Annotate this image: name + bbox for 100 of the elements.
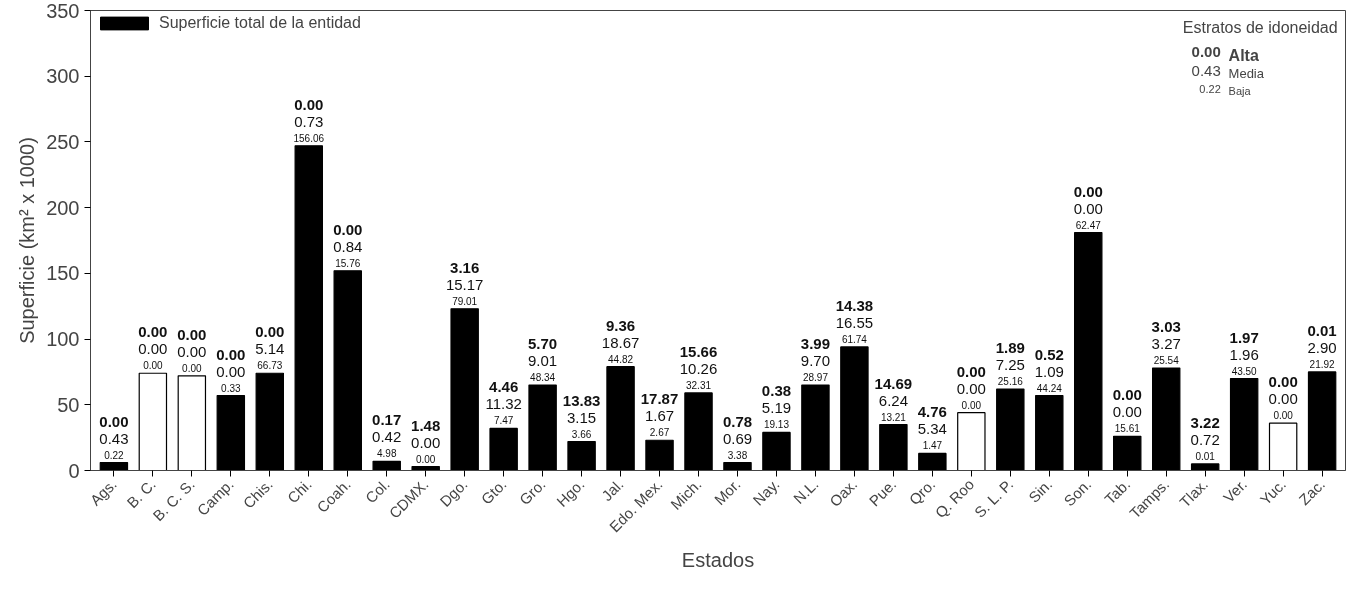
annotation: 0.84 <box>333 237 363 255</box>
annotation: 10.26 <box>679 359 718 377</box>
annotation: 15.76 <box>335 257 361 269</box>
y-tick-label: 250 <box>46 130 80 153</box>
annotation: 156.06 <box>293 132 325 144</box>
annotation: 0.00 <box>1273 410 1294 422</box>
annotation: 0.00 <box>255 323 285 341</box>
annotation: 2.90 <box>1307 338 1337 356</box>
annotation: 0.00 <box>956 379 986 397</box>
x-axis-title: Estados <box>681 549 755 572</box>
annotation: 0.00 <box>1112 386 1142 404</box>
annotation: 25.16 <box>997 376 1024 388</box>
x-tick-label: Gto. <box>477 475 510 508</box>
y-tick-label: 0 <box>68 459 80 482</box>
annotation: 44.82 <box>608 353 634 365</box>
annotation: 0.00 <box>961 399 982 411</box>
x-tick-label: Gro. <box>515 475 549 509</box>
annotation: 5.34 <box>917 420 947 438</box>
annotation: 6.24 <box>878 391 908 409</box>
annotation: 19.13 <box>763 419 790 431</box>
annotation: Estratos de idoneidad <box>1182 18 1338 36</box>
y-tick-label: 350 <box>46 0 80 22</box>
annotation: 0.00 <box>415 453 436 465</box>
annotation: 3.38 <box>727 449 748 461</box>
annotation: 15.17 <box>445 275 484 293</box>
annotation: 0.22 <box>104 449 125 461</box>
annotation: 0.78 <box>722 412 753 430</box>
annotation: 0.00 <box>177 342 207 360</box>
annotation: 3.15 <box>566 408 597 426</box>
y-tick-label: 200 <box>46 196 80 219</box>
x-tick-label: Mor. <box>710 475 744 509</box>
y-tick-label: 100 <box>46 328 80 351</box>
annotation: Media <box>1228 65 1265 81</box>
annotation: 13.21 <box>880 411 907 423</box>
annotation: 0.42 <box>372 428 402 446</box>
x-tick-label: Oax. <box>826 475 861 510</box>
annotation: 48.34 <box>530 372 556 384</box>
annotation: 7.25 <box>995 356 1025 374</box>
annotation: 9.01 <box>528 352 558 370</box>
annotation: 18.67 <box>601 333 640 351</box>
x-tick-label: Hgo. <box>553 475 588 510</box>
x-tick-label: Ver. <box>1219 475 1251 506</box>
annotation: 13.83 <box>562 391 601 409</box>
annotation: 44.24 <box>1036 382 1063 394</box>
annotation: 0.72 <box>1190 430 1220 448</box>
annotation: Baja <box>1228 84 1252 97</box>
x-tick-label: Dgo. <box>436 475 471 510</box>
annotation: 11.32 <box>485 395 522 413</box>
annotation: 9.36 <box>605 316 636 334</box>
annotation: 1.89 <box>995 339 1025 357</box>
annotation: 0.00 <box>138 340 168 358</box>
legend-label: Superficie total de la entidad <box>159 14 361 32</box>
annotation: 0.69 <box>722 429 753 447</box>
annotation: 0.00 <box>411 433 441 451</box>
annotation: 17.87 <box>640 390 679 408</box>
annotation: 3.66 <box>571 428 592 440</box>
annotation: 0.00 <box>1112 403 1142 421</box>
annotation: 5.19 <box>761 399 792 417</box>
annotation: 0.33 <box>221 382 241 394</box>
annotation: 4.98 <box>376 448 397 460</box>
annotation: 0.01 <box>1195 450 1216 462</box>
annotation: 0.00 <box>216 362 246 380</box>
annotation: 62.47 <box>1075 219 1102 231</box>
annotation: 14.38 <box>835 296 874 314</box>
annotation: 0.00 <box>294 95 324 113</box>
annotation: 0.00 <box>138 323 168 341</box>
annotation: 0.00 <box>143 360 164 372</box>
annotation: 32.31 <box>686 379 712 391</box>
annotation: 14.69 <box>874 374 913 392</box>
x-tick-label: N.L. <box>789 475 822 507</box>
annotation: 28.97 <box>802 372 829 384</box>
annotation: 21.92 <box>1309 358 1336 370</box>
x-tick-label: Chis. <box>239 475 276 512</box>
annotation: 1.67 <box>644 407 675 425</box>
y-tick-label: 300 <box>46 65 80 88</box>
annotation: 1.48 <box>411 416 441 434</box>
x-tick-label: Col. <box>361 475 393 507</box>
annotation: 0.00 <box>333 220 363 238</box>
y-axis-title: Superficie (km² x 1000) <box>16 137 39 344</box>
annotation: 0.22 <box>1199 82 1221 95</box>
annotation: 0.00 <box>1191 42 1221 60</box>
y-tick-label: 50 <box>57 393 80 416</box>
x-tick-label: Yuc. <box>1256 475 1290 509</box>
annotation: 0.00 <box>1268 373 1298 391</box>
annotation: Alta <box>1228 46 1259 64</box>
annotation: 4.46 <box>489 378 519 396</box>
annotation: 61.74 <box>841 333 868 345</box>
annotation: 0.43 <box>1191 61 1221 79</box>
annotation: 43.50 <box>1231 365 1258 377</box>
annotation: 1.09 <box>1034 362 1064 380</box>
annotation: 3.22 <box>1190 413 1220 431</box>
annotation: 5.14 <box>255 340 285 358</box>
annotation: 1.96 <box>1229 345 1259 363</box>
y-tick-label: 150 <box>46 262 80 285</box>
annotation: 25.54 <box>1153 354 1180 366</box>
x-tick-label: Son. <box>1060 475 1095 510</box>
annotation: 9.70 <box>800 352 831 370</box>
annotation: 0.00 <box>182 362 203 374</box>
annotation: 0.00 <box>1073 199 1103 217</box>
annotation: 3.27 <box>1151 334 1181 352</box>
